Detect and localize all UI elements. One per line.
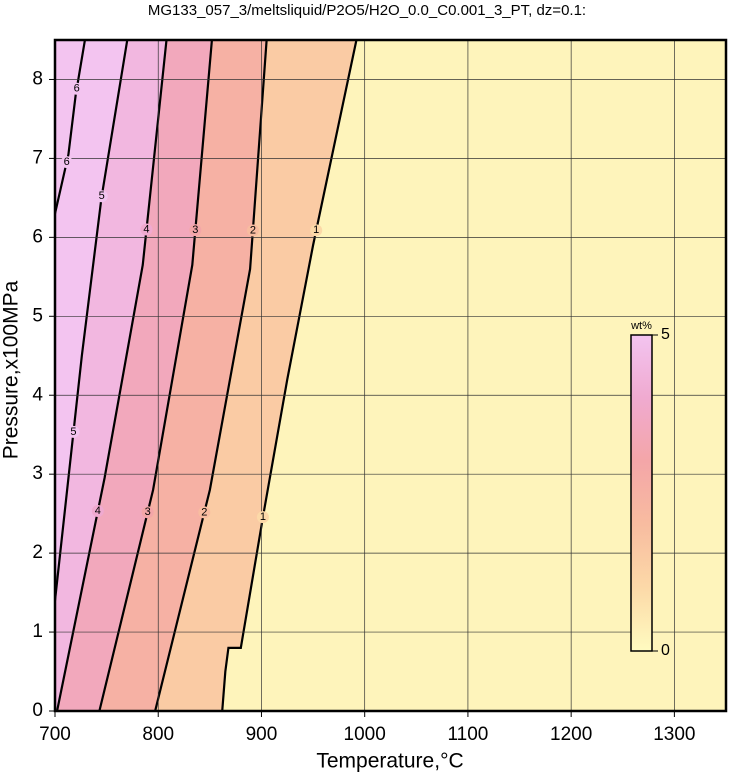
contour-band <box>55 40 128 711</box>
y-axis-label: Pressure,x100MPa <box>0 280 23 459</box>
colorbar <box>630 334 653 652</box>
contour-label: 5 <box>70 426 76 438</box>
contour-label: 1 <box>260 511 266 523</box>
colorbar-tick-label: 0 <box>661 642 670 659</box>
y-tick-label: 2 <box>32 542 43 563</box>
contour-label: 6 <box>74 83 80 95</box>
x-tick-label: 1200 <box>550 724 592 745</box>
x-tick-label: 900 <box>246 724 278 745</box>
y-tick-label: 4 <box>32 384 43 405</box>
y-tick-label: 7 <box>32 147 43 168</box>
x-tick-label: 1000 <box>344 724 386 745</box>
x-tick-label: 1300 <box>653 724 695 745</box>
contour-line <box>98 40 214 711</box>
contour-label: 3 <box>192 224 198 236</box>
y-tick-label: 6 <box>32 226 43 247</box>
chart-title: MG133_057_3/meltsliquid/P2O5/H2O_0.0_C0.… <box>148 2 586 19</box>
x-tick-label: 800 <box>142 724 174 745</box>
colorbar-tick-label: 5 <box>661 326 670 343</box>
contour-band <box>55 40 85 711</box>
contour-label: 2 <box>201 506 207 518</box>
contour-line <box>154 40 268 711</box>
contour-label: 2 <box>250 224 256 236</box>
contour-label: 5 <box>99 190 105 202</box>
contour-label: 1 <box>313 224 319 236</box>
y-tick-label: 5 <box>32 305 43 326</box>
x-tick-label: 1100 <box>447 724 488 745</box>
colorbar-label: wt% <box>630 320 652 332</box>
y-tick-label: 3 <box>32 463 43 484</box>
contour-line <box>55 40 87 214</box>
x-tick-label: 700 <box>39 724 71 745</box>
contour-line <box>55 40 168 711</box>
plot-area <box>55 40 726 711</box>
contour-label: 4 <box>143 223 149 235</box>
contour-line <box>221 40 358 711</box>
contour-label: 4 <box>95 505 101 517</box>
y-tick-label: 8 <box>32 68 43 89</box>
plot-frame <box>53 38 728 713</box>
contour-label: 6 <box>64 156 70 168</box>
y-tick-label: 1 <box>32 621 43 642</box>
y-tick-label: 0 <box>32 700 43 721</box>
contour-label: 3 <box>145 506 151 518</box>
contour-line <box>55 40 129 601</box>
x-axis-label: Temperature,°C <box>316 750 463 773</box>
